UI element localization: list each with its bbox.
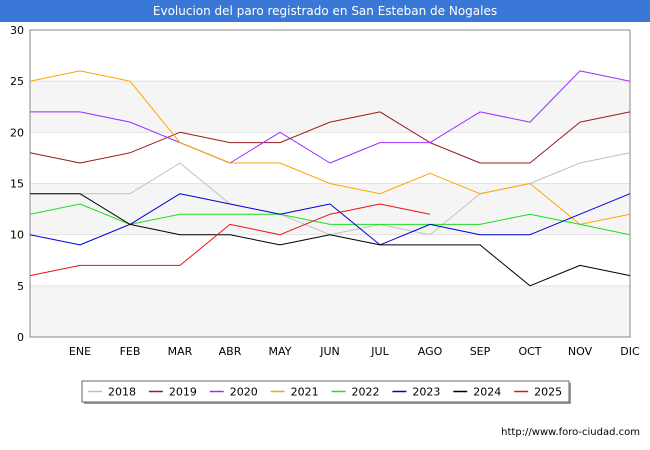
x-tick-label: MAR	[168, 345, 193, 358]
x-tick-label: SEP	[470, 345, 491, 358]
legend-label: 2022	[352, 386, 380, 399]
x-tick-label: ENE	[69, 345, 91, 358]
series-line-2019	[29, 111, 631, 164]
series-lines	[29, 70, 631, 287]
grid-bands	[30, 81, 630, 337]
series-line-2024	[30, 193, 631, 287]
plot-border	[29, 29, 631, 338]
y-tick-label: 10	[10, 229, 24, 242]
y-tick-label: 0	[17, 331, 24, 344]
legend: 2018 2019 2020 2021 2022 2023 2024 2025	[81, 380, 571, 404]
x-tick-label: ABR	[219, 345, 242, 358]
x-axis-ticks: ENE FEB MAR ABR MAY JUN JUL AGO SEP OCT NOV DIC	[69, 345, 640, 358]
legend-label: 2025	[534, 386, 562, 399]
series-line-2021	[29, 70, 631, 225]
x-tick-label: OCT	[518, 345, 541, 358]
x-tick-label: MAY	[269, 345, 292, 358]
legend-label: 2024	[473, 386, 501, 399]
x-tick-label: AGO	[418, 345, 443, 358]
series-line-2025	[29, 203, 431, 277]
grid-band	[30, 81, 630, 133]
grid-band	[30, 183, 630, 235]
legend-box	[81, 380, 570, 403]
grid-band	[30, 285, 630, 337]
source-url[interactable]: http://www.foro-ciudad.com	[501, 427, 640, 438]
y-tick-label: 5	[17, 280, 24, 293]
x-tick-label: JUL	[370, 345, 389, 358]
y-tick-label: 25	[10, 75, 24, 88]
legend-label: 2018	[108, 386, 136, 399]
x-tick-label: DIC	[620, 345, 640, 358]
legend-label: 2020	[230, 386, 258, 399]
legend-label: 2021	[291, 386, 319, 399]
series-line-2020	[30, 70, 631, 164]
chart-title: Evolucion del paro registrado en San Est…	[0, 0, 650, 22]
legend-label: 2023	[412, 386, 440, 399]
x-tick-label: FEB	[120, 345, 141, 358]
x-tick-label: JUN	[319, 345, 340, 358]
x-tick-label: NOV	[568, 345, 593, 358]
y-axis-ticks: 0 5 10 15 20 25 30	[10, 24, 24, 344]
y-tick-label: 30	[10, 24, 24, 37]
y-tick-label: 15	[10, 178, 24, 191]
y-tick-label: 20	[10, 126, 24, 139]
legend-label: 2019	[169, 386, 197, 399]
